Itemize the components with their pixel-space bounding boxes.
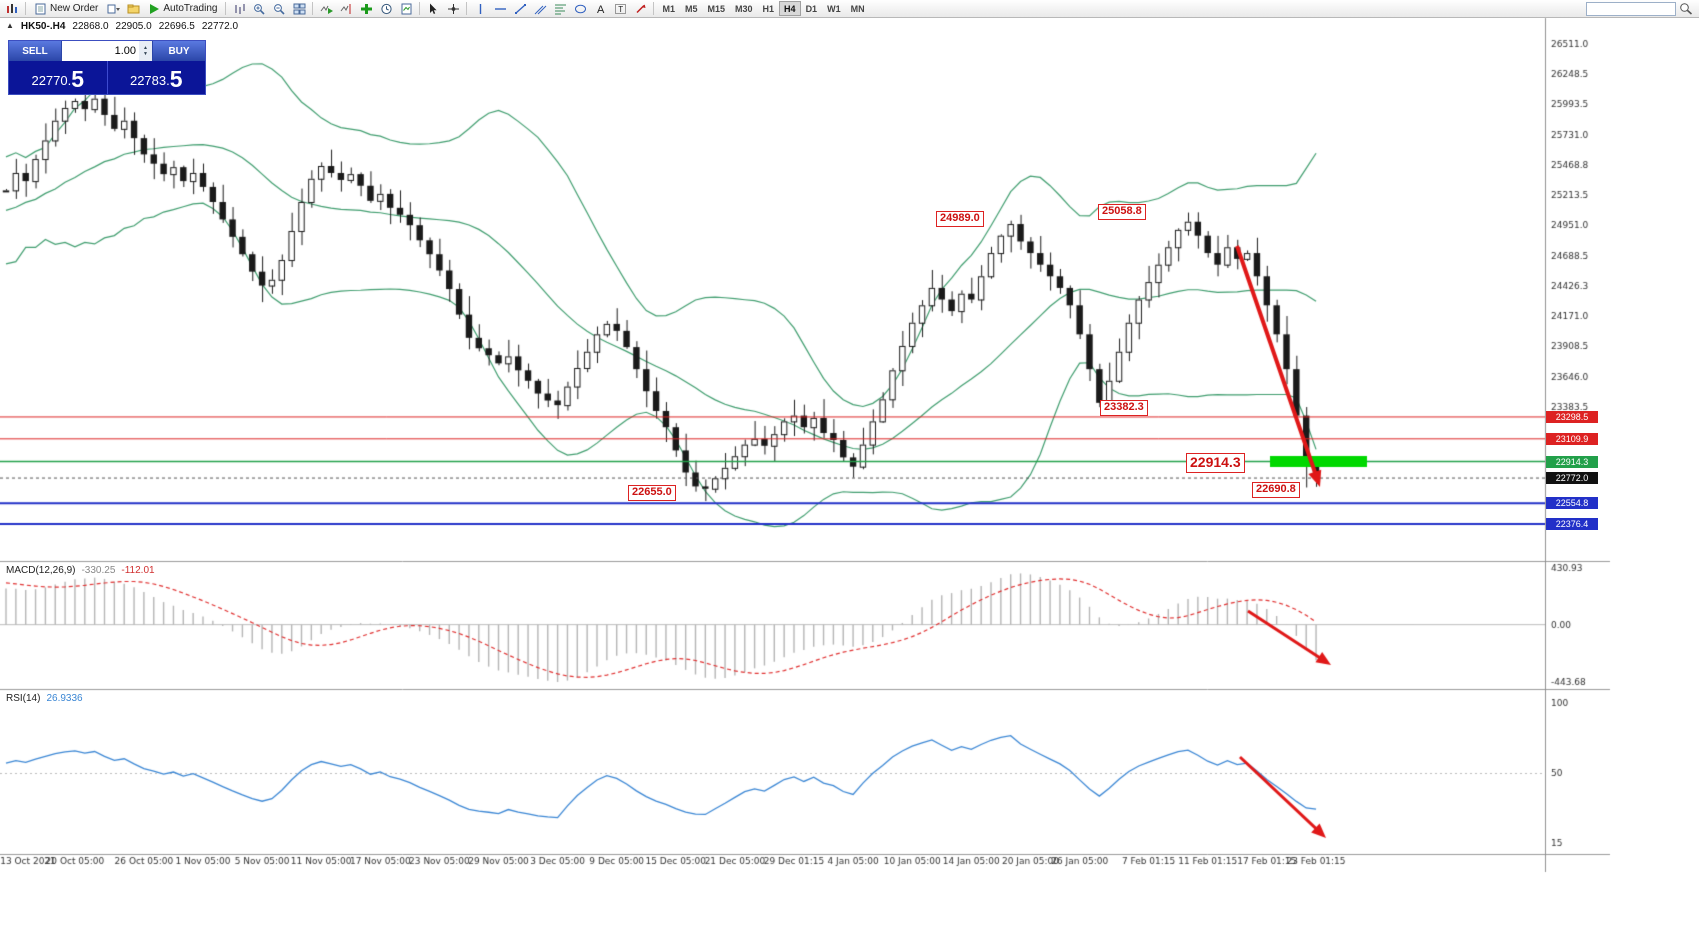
ohlc-open: 22868.0 xyxy=(72,21,109,32)
auto-scroll-icon[interactable] xyxy=(316,1,336,16)
timeframe-m30[interactable]: M30 xyxy=(730,1,758,16)
search-icon[interactable] xyxy=(1679,2,1693,15)
symbol-name: HK50-.H4 xyxy=(20,21,66,32)
one-click-collapse-icon[interactable]: ▲ xyxy=(6,21,14,30)
toolbar-separator xyxy=(25,2,26,15)
timeframe-mn[interactable]: MN xyxy=(846,1,870,16)
shapes-icon[interactable] xyxy=(570,1,590,16)
macd-main-value: -330.25 xyxy=(81,565,116,576)
toolbar-separator xyxy=(466,2,468,15)
text-icon[interactable]: A xyxy=(590,1,610,16)
svg-text:A: A xyxy=(597,4,605,15)
autotrading-play-icon xyxy=(150,3,160,14)
sell-button[interactable]: SELL xyxy=(9,41,61,61)
channel-icon[interactable] xyxy=(530,1,550,16)
autotrading-button[interactable]: AutoTrading xyxy=(143,1,222,16)
ohlc-close: 22772.0 xyxy=(201,21,239,32)
profiles-icon[interactable] xyxy=(123,1,143,16)
timeframe-h4[interactable]: H4 xyxy=(779,1,801,16)
stepper-up-icon[interactable]: ▲ xyxy=(143,45,148,51)
chart-dropdown-icon[interactable] xyxy=(103,1,123,16)
crosshair-icon[interactable] xyxy=(443,1,463,16)
autotrading-label: AutoTrading xyxy=(163,3,218,14)
periods-icon[interactable] xyxy=(376,1,396,16)
chart-ohlc-header: ▲ HK50-.H4 22868.0 22905.0 22696.5 22772… xyxy=(6,21,238,32)
sell-price-main: 22770. xyxy=(31,73,72,88)
timeframe-group: M1 M5 M15 M30 H1 H4 D1 W1 MN xyxy=(657,1,869,16)
rsi-value: 26.9336 xyxy=(46,693,83,704)
buy-price[interactable]: 22783. 5 xyxy=(108,61,206,94)
stepper-down-icon[interactable]: ▼ xyxy=(143,51,148,57)
macd-label: MACD(12,26,9) -330.25 -112.01 xyxy=(6,565,155,576)
volume-stepper[interactable]: ▲ ▼ xyxy=(139,41,152,61)
buy-price-big-digit: 5 xyxy=(169,66,183,92)
buy-button[interactable]: BUY xyxy=(153,41,205,61)
new-chart-icon[interactable] xyxy=(2,1,22,16)
label-icon[interactable]: T xyxy=(610,1,630,16)
tile-windows-icon[interactable] xyxy=(289,1,309,16)
new-order-label: New Order xyxy=(50,3,99,14)
toolbar: New Order AutoTrading xyxy=(0,0,1699,18)
rsi-title: RSI(14) xyxy=(6,693,41,704)
indicators-icon[interactable] xyxy=(356,1,376,16)
timeframe-m5[interactable]: M5 xyxy=(680,1,703,16)
macd-title: MACD(12,26,9) xyxy=(6,565,76,576)
volume-input[interactable] xyxy=(62,41,139,61)
timeframe-h1[interactable]: H1 xyxy=(758,1,780,16)
zoom-out-icon[interactable] xyxy=(269,1,289,16)
svg-text:T: T xyxy=(618,5,623,14)
toolbar-separator xyxy=(419,2,421,15)
sell-price-big-digit: 5 xyxy=(71,66,85,92)
macd-signal-value: -112.01 xyxy=(121,565,155,576)
chart-bars-icon[interactable] xyxy=(229,1,249,16)
volume-box: ▲▼ xyxy=(61,41,153,61)
toolbar-separator xyxy=(312,2,314,15)
arrow-tool-icon[interactable] xyxy=(630,1,650,16)
cursor-icon[interactable] xyxy=(423,1,443,16)
templates-icon[interactable] xyxy=(396,1,416,16)
timeframe-d1[interactable]: D1 xyxy=(801,1,823,16)
trendline-icon[interactable] xyxy=(510,1,530,16)
search-area xyxy=(1586,1,1697,16)
ohlc-high: 22905.0 xyxy=(115,21,152,32)
timeframe-w1[interactable]: W1 xyxy=(822,1,846,16)
new-order-button[interactable]: New Order xyxy=(29,1,103,16)
toolbar-separator xyxy=(225,2,227,15)
fibonacci-icon[interactable] xyxy=(550,1,570,16)
buy-price-main: 22783. xyxy=(129,73,170,88)
toolbar-separator xyxy=(653,2,655,15)
one-click-trading-widget: SELL ▲▼ BUY 22770.5 22783.5 xyxy=(8,40,206,95)
timeframe-m15[interactable]: M15 xyxy=(703,1,731,16)
order-icon xyxy=(35,3,46,14)
chart-shift-icon[interactable] xyxy=(336,1,356,16)
zoom-in-icon[interactable] xyxy=(249,1,269,16)
ohlc-low: 22696.5 xyxy=(158,21,195,32)
sell-price[interactable]: 22770. 5 xyxy=(9,61,108,94)
timeframe-m1[interactable]: M1 xyxy=(657,1,680,16)
vertical-line-icon[interactable] xyxy=(470,1,490,16)
symbol-search-input[interactable] xyxy=(1586,1,1676,16)
rsi-label: RSI(14) 26.9336 xyxy=(6,693,83,704)
horizontal-line-icon[interactable] xyxy=(490,1,510,16)
